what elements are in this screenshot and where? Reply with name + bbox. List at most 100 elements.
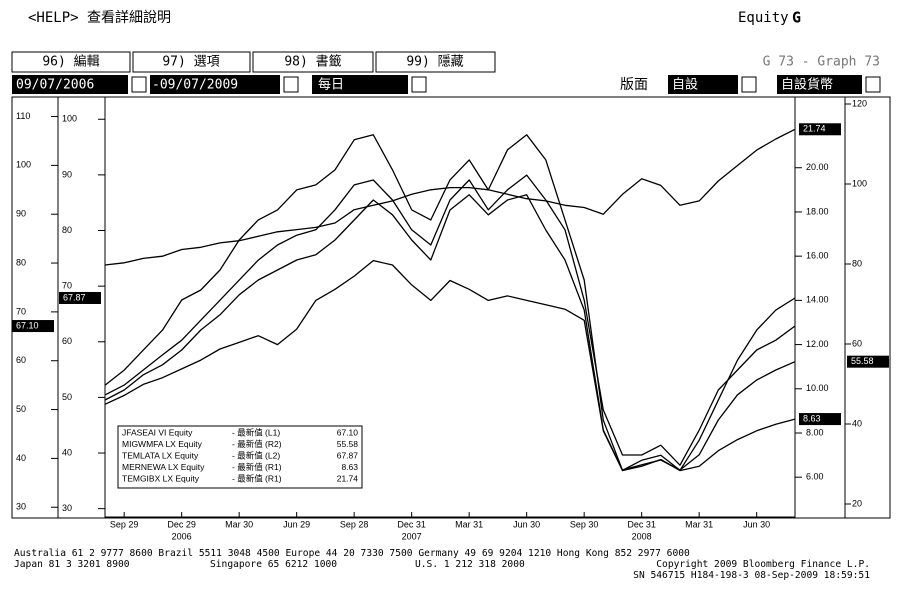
y-tick-label: 100 <box>852 178 867 188</box>
x-tick-label: Sep 30 <box>570 519 599 529</box>
x-tick-label: Mar 30 <box>225 519 253 529</box>
input-field[interactable] <box>777 75 862 94</box>
y-tick-label: 70 <box>16 306 26 316</box>
legend-box <box>117 425 363 489</box>
legend-label: - 最新值 (R2) <box>232 439 282 449</box>
start-date[interactable]: 09/07/2006 <box>16 78 94 93</box>
legend-value: 55.58 <box>337 439 359 449</box>
graph-id: G 73 - Graph 73 <box>763 55 880 70</box>
footer-text: Japan 81 3 3201 8900 <box>14 559 130 570</box>
y-tick-label: 80 <box>16 257 26 267</box>
legend-name: TEMGIBX LX Equity <box>122 473 200 483</box>
menu-button[interactable]: 96) 編輯 <box>42 54 99 70</box>
last-value-tag <box>59 291 101 304</box>
menu-bar: 96) 編輯 97) 選項 98) 書籤 99) 隱藏 G 73 - Graph… <box>11 51 880 73</box>
checkbox[interactable] <box>411 76 427 93</box>
input-field[interactable] <box>150 75 280 94</box>
footer-text: SN 546715 H184-198-3 08-Sep-2009 18:59:5… <box>633 570 870 581</box>
y-tick-label: 40 <box>852 418 862 428</box>
footer-text: Copyright 2009 Bloomberg Finance L.P. <box>656 559 870 570</box>
legend: JFASEAI VI Equity - 最新值 (L1) 67.10 MIGWMFA … <box>117 425 363 489</box>
last-value-label: 8.63 <box>803 413 821 423</box>
legend-value: 67.87 <box>337 450 359 460</box>
y-tick-label: 70 <box>62 281 72 291</box>
last-value-label: 55.58 <box>851 356 874 366</box>
x-tick-label: Jun 30 <box>513 519 540 529</box>
menu-button-frame[interactable] <box>132 51 251 73</box>
y-tick-label: 20 <box>852 498 862 508</box>
x-tick-label: Dec 29 <box>167 519 196 529</box>
y-tick-label: 16.00 <box>806 251 829 261</box>
input-field[interactable] <box>12 75 128 94</box>
y-tick-label: 18.00 <box>806 206 829 216</box>
y-tick-label: 80 <box>62 225 72 235</box>
last-value-label: 21.74 <box>803 124 826 134</box>
y-tick-label: 14.00 <box>806 295 829 305</box>
menu-button-frame[interactable] <box>11 51 131 73</box>
footer-text: Australia 61 2 9777 8600 Brazil 5511 304… <box>14 548 690 559</box>
last-value-label: 67.10 <box>16 320 39 330</box>
x-year-label: 2006 <box>172 531 192 541</box>
series-line <box>104 174 796 466</box>
x-tick-label: Mar 31 <box>455 519 483 529</box>
function-key: G <box>792 9 801 27</box>
series-line <box>104 128 796 266</box>
y-tick-label: 90 <box>62 169 72 179</box>
checkbox[interactable] <box>283 76 299 93</box>
x-year-label: 2007 <box>402 531 422 541</box>
legend-value: 21.74 <box>337 473 359 483</box>
x-tick-label: Dec 31 <box>627 519 656 529</box>
help-text[interactable]: <HELP> 查看詳細說明 <box>28 9 171 26</box>
legend-value: 67.10 <box>337 427 359 437</box>
y-tick-label: 8.00 <box>806 427 824 437</box>
footer-text: U.S. 1 212 318 2000 <box>415 559 525 570</box>
checkbox[interactable] <box>865 76 881 93</box>
layout-label: 版面 <box>620 77 648 93</box>
series-line <box>104 259 796 472</box>
x-tick-label: Mar 31 <box>685 519 713 529</box>
menu-button-frame[interactable] <box>252 51 374 73</box>
x-tick-label: Jun 30 <box>743 519 770 529</box>
currency[interactable]: 自設貨幣 <box>781 77 833 93</box>
checkbox[interactable] <box>131 76 147 93</box>
y-tick-label: 10.00 <box>806 383 829 393</box>
x-tick-label: Sep 28 <box>340 519 369 529</box>
settings-bar: 09/07/2006 -09/07/2009 每日 版面 自設 自設貨幣 <box>12 75 881 94</box>
layout-value[interactable]: 自設 <box>672 77 698 93</box>
y-tick-label: 100 <box>62 114 77 124</box>
last-value-tag <box>12 320 54 333</box>
y-tick-label: 30 <box>16 502 26 512</box>
last-value-tag <box>847 355 889 368</box>
y-tick-label: 50 <box>16 404 26 414</box>
y-tick-label: 40 <box>62 447 72 457</box>
x-tick-label: Dec 31 <box>397 519 426 529</box>
footer-text: Singapore 65 6212 1000 <box>210 559 337 570</box>
legend-name: MERNEWA LX Equity <box>122 462 205 472</box>
x-year-label: 2008 <box>632 531 652 541</box>
frequency[interactable]: 每日 <box>318 77 344 93</box>
end-date[interactable]: -09/07/2009 <box>152 78 238 93</box>
y-tick-label: 20.00 <box>806 162 829 172</box>
footer: Australia 61 2 9777 8600 Brazil 5511 304… <box>14 548 870 581</box>
last-value-tag <box>799 123 841 136</box>
menu-button[interactable]: 99) 隱藏 <box>406 55 463 70</box>
legend-value: 8.63 <box>341 462 358 472</box>
menu-button-frame[interactable] <box>375 51 496 73</box>
y-tick-label: 60 <box>62 336 72 346</box>
input-field[interactable] <box>668 75 738 94</box>
plot-area <box>104 96 796 518</box>
security-type: Equity <box>738 10 789 26</box>
y-tick-label: 120 <box>852 98 867 108</box>
legend-label: - 最新值 (R1) <box>232 473 282 483</box>
x-tick-label: Sep 29 <box>110 519 139 529</box>
x-tick-label: Jun 29 <box>283 519 310 529</box>
menu-button[interactable]: 97) 選項 <box>162 55 219 70</box>
legend-name: TEMLATA LX Equity <box>122 450 199 460</box>
legend-label: - 最新值 (R1) <box>232 462 282 472</box>
input-field[interactable] <box>312 75 408 94</box>
checkbox[interactable] <box>741 76 757 93</box>
legend-label: - 最新值 (L2) <box>232 450 280 460</box>
menu-button[interactable]: 98) 書籤 <box>284 55 341 70</box>
